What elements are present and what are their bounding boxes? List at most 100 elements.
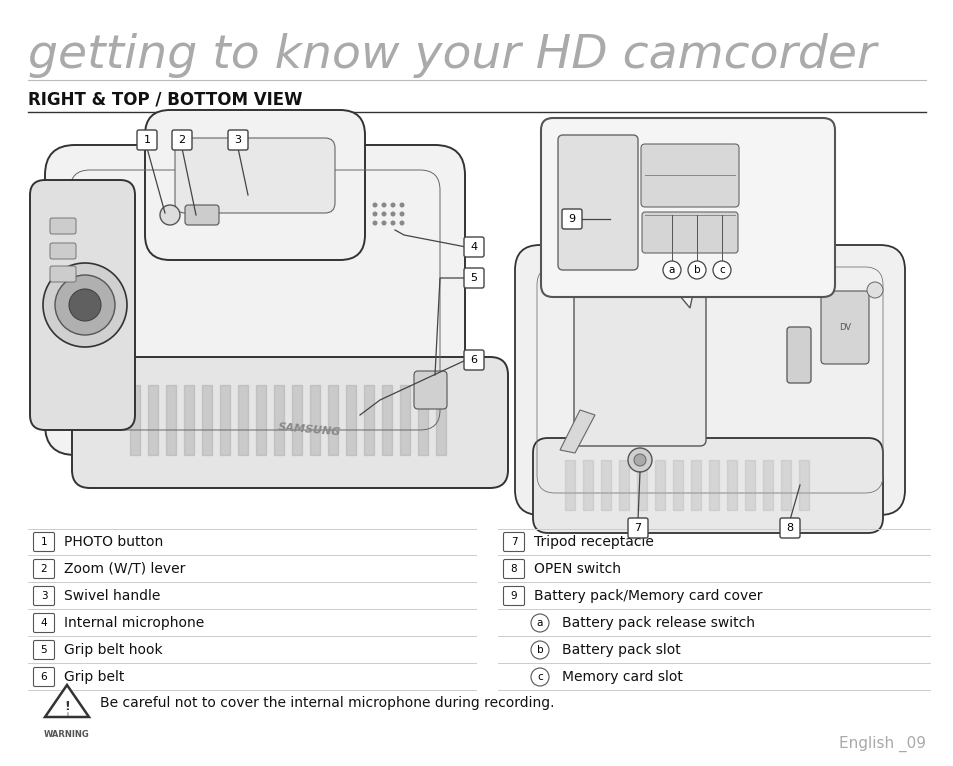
- Text: Grip belt: Grip belt: [64, 670, 124, 684]
- FancyBboxPatch shape: [33, 559, 54, 578]
- FancyBboxPatch shape: [515, 245, 904, 515]
- Text: Internal microphone: Internal microphone: [64, 616, 204, 630]
- FancyBboxPatch shape: [463, 268, 483, 288]
- Circle shape: [381, 202, 386, 208]
- Circle shape: [55, 275, 115, 335]
- FancyBboxPatch shape: [533, 438, 882, 533]
- Circle shape: [43, 263, 127, 347]
- Text: RIGHT & TOP / BOTTOM VIEW: RIGHT & TOP / BOTTOM VIEW: [28, 90, 302, 108]
- FancyBboxPatch shape: [640, 144, 739, 207]
- FancyBboxPatch shape: [574, 284, 705, 446]
- Circle shape: [399, 221, 404, 225]
- Circle shape: [634, 454, 645, 466]
- Circle shape: [372, 202, 377, 208]
- Text: getting to know your HD camcorder: getting to know your HD camcorder: [28, 33, 876, 78]
- Circle shape: [372, 221, 377, 225]
- FancyBboxPatch shape: [503, 559, 524, 578]
- Text: English _09: English _09: [838, 736, 925, 752]
- FancyBboxPatch shape: [137, 130, 157, 150]
- Text: 4: 4: [41, 618, 48, 628]
- FancyBboxPatch shape: [50, 218, 76, 234]
- FancyBboxPatch shape: [627, 518, 647, 538]
- Text: 4: 4: [470, 242, 477, 252]
- Circle shape: [372, 211, 377, 217]
- FancyBboxPatch shape: [71, 357, 507, 488]
- FancyBboxPatch shape: [463, 350, 483, 370]
- Text: i: i: [66, 712, 68, 718]
- FancyBboxPatch shape: [172, 130, 192, 150]
- Text: c: c: [719, 265, 724, 275]
- Polygon shape: [669, 284, 695, 308]
- Circle shape: [866, 282, 882, 298]
- Text: Grip belt hook: Grip belt hook: [64, 643, 162, 657]
- Text: Zoom (W/T) lever: Zoom (W/T) lever: [64, 562, 185, 576]
- Circle shape: [531, 614, 548, 632]
- Circle shape: [399, 211, 404, 217]
- Circle shape: [390, 211, 395, 217]
- Text: Swivel handle: Swivel handle: [64, 589, 160, 603]
- FancyBboxPatch shape: [503, 532, 524, 552]
- Text: 3: 3: [234, 135, 241, 145]
- FancyBboxPatch shape: [50, 266, 76, 282]
- Text: 1: 1: [41, 537, 48, 547]
- FancyBboxPatch shape: [821, 291, 868, 364]
- Text: Be careful not to cover the internal microphone during recording.: Be careful not to cover the internal mic…: [100, 696, 554, 710]
- FancyBboxPatch shape: [780, 518, 800, 538]
- Circle shape: [531, 668, 548, 686]
- Circle shape: [687, 261, 705, 279]
- FancyBboxPatch shape: [185, 205, 219, 225]
- Text: b: b: [537, 645, 543, 655]
- Circle shape: [69, 289, 101, 321]
- FancyBboxPatch shape: [33, 667, 54, 686]
- Text: Memory card slot: Memory card slot: [561, 670, 682, 684]
- FancyBboxPatch shape: [540, 118, 834, 297]
- Text: 5: 5: [41, 645, 48, 655]
- Circle shape: [627, 448, 651, 472]
- Text: Battery pack/Memory card cover: Battery pack/Memory card cover: [534, 589, 761, 603]
- FancyBboxPatch shape: [786, 327, 810, 383]
- Text: 7: 7: [510, 537, 517, 547]
- Circle shape: [531, 641, 548, 659]
- FancyBboxPatch shape: [33, 587, 54, 605]
- Circle shape: [381, 221, 386, 225]
- Text: OPEN switch: OPEN switch: [534, 562, 620, 576]
- Text: !: !: [64, 700, 70, 713]
- FancyBboxPatch shape: [30, 180, 135, 430]
- FancyBboxPatch shape: [641, 212, 738, 253]
- Text: Tripod receptacle: Tripod receptacle: [534, 535, 653, 549]
- Circle shape: [381, 211, 386, 217]
- Text: 2: 2: [178, 135, 186, 145]
- Text: b: b: [693, 265, 700, 275]
- Text: 6: 6: [41, 672, 48, 682]
- Text: 3: 3: [41, 591, 48, 601]
- FancyBboxPatch shape: [33, 532, 54, 552]
- FancyBboxPatch shape: [33, 640, 54, 660]
- Text: c: c: [537, 672, 542, 682]
- Polygon shape: [559, 410, 595, 453]
- FancyBboxPatch shape: [561, 209, 581, 229]
- Text: 9: 9: [568, 214, 575, 224]
- Text: SAMSUNG: SAMSUNG: [278, 422, 341, 437]
- FancyBboxPatch shape: [228, 130, 248, 150]
- Circle shape: [390, 221, 395, 225]
- Text: DV: DV: [838, 323, 850, 332]
- Text: 8: 8: [510, 564, 517, 574]
- FancyBboxPatch shape: [463, 237, 483, 257]
- FancyBboxPatch shape: [414, 371, 447, 409]
- Text: 6: 6: [470, 355, 477, 365]
- Circle shape: [160, 205, 180, 225]
- Text: 1: 1: [143, 135, 151, 145]
- FancyBboxPatch shape: [45, 145, 464, 455]
- Text: 9: 9: [510, 591, 517, 601]
- Text: 8: 8: [785, 523, 793, 533]
- FancyBboxPatch shape: [558, 135, 638, 270]
- Text: Battery pack release switch: Battery pack release switch: [561, 616, 754, 630]
- FancyBboxPatch shape: [503, 587, 524, 605]
- Polygon shape: [45, 685, 89, 717]
- Circle shape: [712, 261, 730, 279]
- FancyBboxPatch shape: [50, 243, 76, 259]
- Text: PHOTO button: PHOTO button: [64, 535, 163, 549]
- FancyBboxPatch shape: [33, 614, 54, 633]
- Text: WARNING: WARNING: [44, 730, 90, 739]
- Circle shape: [662, 261, 680, 279]
